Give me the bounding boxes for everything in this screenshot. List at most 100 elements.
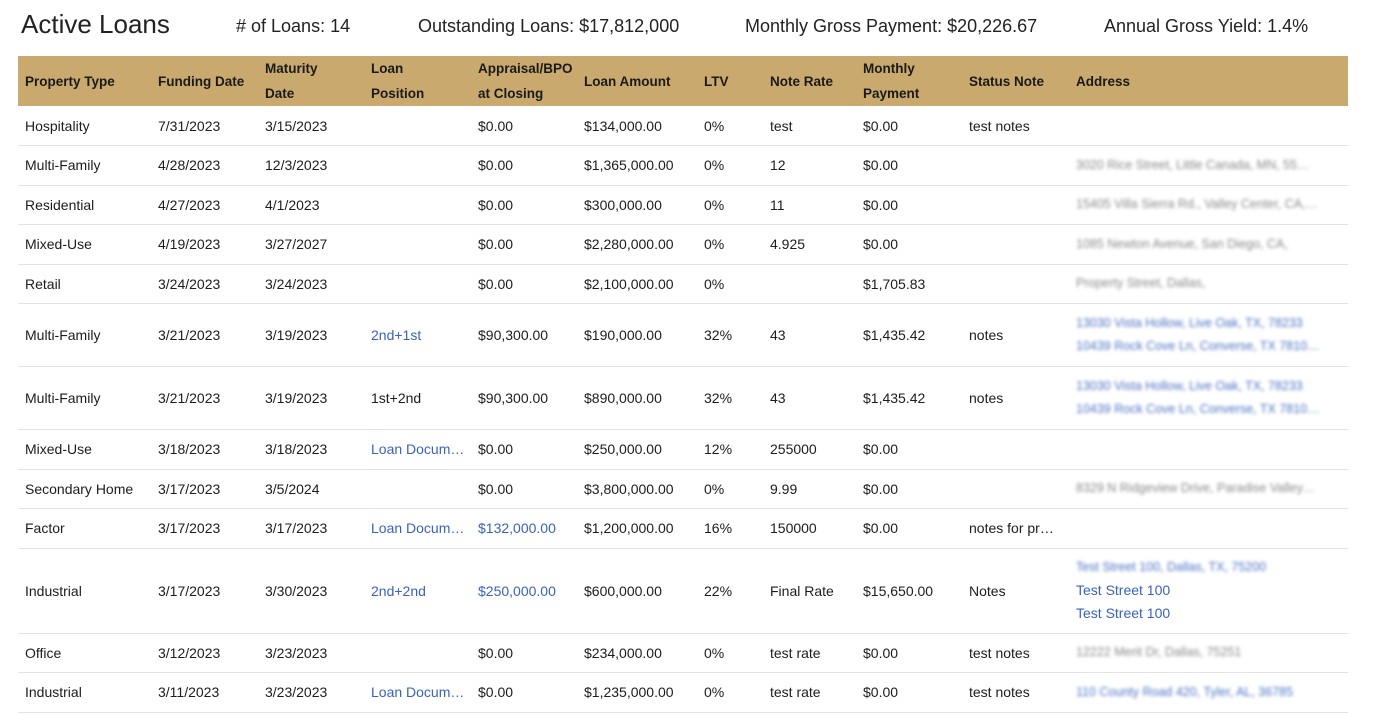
cell-ltv: 0%	[697, 224, 763, 265]
address-link[interactable]: Test Street 100, Dallas, TX, 75200	[1076, 560, 1267, 574]
column-header-loan-amount[interactable]: Loan Amount	[584, 73, 671, 89]
cell-maturity-date: 3/18/2023	[258, 429, 364, 470]
cell-appraisal: $0.00	[471, 224, 577, 265]
address-text: Property Street, Dallas,	[1076, 276, 1206, 291]
cell-appraisal: $0.00	[471, 264, 577, 304]
cell-funding-date: 3/24/2023	[151, 264, 258, 304]
loan-position-link[interactable]: 2nd+2nd	[364, 548, 471, 634]
table-header-row: Property Type Funding Date Maturity Date …	[18, 56, 1348, 106]
address-link[interactable]: 10439 Rock Cove Ln, Converse, TX 7810…	[1076, 402, 1320, 416]
cell-loan-amount: $250,000.00	[577, 429, 697, 470]
cell-maturity-date: 3/19/2023	[258, 366, 364, 430]
table-row[interactable]: Multi-Family 4/28/2023 12/3/2023 $0.00 $…	[18, 145, 1348, 186]
table-row[interactable]: Industrial 3/11/2023 3/23/2023 Loan Docu…	[18, 672, 1348, 713]
cell-monthly-payment: $0.00	[856, 145, 962, 186]
cell-monthly-payment: $0.00	[856, 469, 962, 509]
column-header-monthly-payment[interactable]: Monthly Payment	[863, 61, 920, 101]
cell-address: 13030 Vista Hollow, Live Oak, TX, 78233 …	[1069, 303, 1348, 367]
cell-ltv: 0%	[697, 633, 763, 673]
cell-note-rate: 4.925	[763, 224, 856, 265]
cell-monthly-payment: $0.00	[856, 429, 962, 470]
table-row[interactable]: Industrial 3/17/2023 3/30/2023 2nd+2nd $…	[18, 548, 1348, 634]
cell-property-type: Industrial	[18, 548, 151, 634]
cell-status-note: test notes	[962, 106, 1069, 146]
table-row[interactable]: Mixed-Use 4/19/2023 3/27/2027 $0.00 $2,2…	[18, 224, 1348, 265]
address-link[interactable]: Test Street 100	[1076, 582, 1171, 598]
table-row[interactable]: Office 3/12/2023 3/23/2023 $0.00 $234,00…	[18, 633, 1348, 673]
table-row[interactable]: Hospitality 7/31/2023 3/15/2023 $0.00 $1…	[18, 106, 1348, 146]
cell-address: 3020 Rice Street, Little Canada, MN, 55…	[1069, 145, 1348, 186]
cell-note-rate: 255000	[763, 429, 856, 470]
loan-documents-link[interactable]: Loan Docum…	[364, 429, 471, 470]
column-header-address[interactable]: Address	[1076, 73, 1131, 89]
cell-loan-amount: $2,100,000.00	[577, 264, 697, 304]
cell-appraisal: $90,300.00	[471, 303, 577, 367]
cell-status-note: Notes	[962, 548, 1069, 634]
cell-monthly-payment: $0.00	[856, 508, 962, 549]
table-row[interactable]: Mixed-Use 3/18/2023 3/18/2023 Loan Docum…	[18, 429, 1348, 470]
address-link[interactable]: 110 County Road 420, Tyler, AL, 36785	[1076, 684, 1294, 699]
cell-monthly-payment: $0.00	[856, 224, 962, 265]
column-header-maturity-date[interactable]: Maturity Date	[265, 61, 318, 101]
column-header-ltv[interactable]: LTV	[704, 73, 729, 89]
cell-monthly-payment: $1,435.42	[856, 303, 962, 367]
cell-maturity-date: 3/24/2023	[258, 264, 364, 304]
column-header-status-note[interactable]: Status Note	[969, 73, 1045, 89]
page-header: Active Loans # of Loans: 14 Outstanding …	[0, 0, 1384, 56]
column-header-appraisal[interactable]: Appraisal/BPO at Closing	[478, 61, 573, 101]
cell-monthly-payment: $0.00	[856, 185, 962, 225]
address-link[interactable]: Test Street 100	[1076, 605, 1171, 621]
loan-position-link[interactable]: 2nd+1st	[364, 303, 471, 367]
cell-appraisal: $0.00	[471, 106, 577, 146]
cell-note-rate: 9.99	[763, 469, 856, 509]
cell-address	[1069, 106, 1348, 146]
column-header-loan-position[interactable]: Loan Position	[371, 61, 425, 101]
cell-status-note	[962, 264, 1069, 304]
cell-note-rate: test	[763, 106, 856, 146]
cell-ltv: 32%	[697, 366, 763, 430]
table-row[interactable]: Multi-Family 3/21/2023 3/19/2023 2nd+1st…	[18, 303, 1348, 367]
cell-loan-position	[364, 469, 471, 509]
loan-documents-link[interactable]: Loan Docum…	[364, 672, 471, 713]
appraisal-link[interactable]: $132,000.00	[471, 508, 577, 549]
address-text: 15405 Villa Sierra Rd., Valley Center, C…	[1076, 197, 1319, 212]
address-link[interactable]: 13030 Vista Hollow, Live Oak, TX, 78233	[1076, 316, 1303, 330]
cell-appraisal: $0.00	[471, 672, 577, 713]
cell-funding-date: 3/21/2023	[151, 303, 258, 367]
cell-note-rate: 150000	[763, 508, 856, 549]
column-header-funding-date[interactable]: Funding Date	[158, 73, 245, 89]
cell-loan-amount: $234,000.00	[577, 633, 697, 673]
loan-documents-link[interactable]: Loan Docum…	[364, 508, 471, 549]
cell-property-type: Mixed-Use	[18, 429, 151, 470]
cell-appraisal: $0.00	[471, 429, 577, 470]
appraisal-link[interactable]: $250,000.00	[471, 548, 577, 634]
cell-loan-amount: $1,235,000.00	[577, 672, 697, 713]
cell-maturity-date: 3/27/2027	[258, 224, 364, 265]
cell-status-note	[962, 145, 1069, 186]
cell-appraisal: $0.00	[471, 633, 577, 673]
cell-loan-amount: $2,280,000.00	[577, 224, 697, 265]
address-link[interactable]: 13030 Vista Hollow, Live Oak, TX, 78233	[1076, 379, 1303, 393]
cell-loan-amount: $3,800,000.00	[577, 469, 697, 509]
cell-address: 1085 Newton Avenue, San Diego, CA,	[1069, 224, 1348, 265]
table-row[interactable]: Secondary Home 3/17/2023 3/5/2024 $0.00 …	[18, 469, 1348, 509]
cell-status-note: test notes	[962, 672, 1069, 713]
address-text: 3020 Rice Street, Little Canada, MN, 55…	[1076, 157, 1310, 172]
column-header-property-type[interactable]: Property Type	[25, 73, 115, 89]
table-row[interactable]: Residential 4/27/2023 4/1/2023 $0.00 $30…	[18, 185, 1348, 225]
cell-property-type: Industrial	[18, 672, 151, 713]
cell-monthly-payment: $0.00	[856, 672, 962, 713]
cell-note-rate: test rate	[763, 633, 856, 673]
cell-ltv: 32%	[697, 303, 763, 367]
table-row[interactable]: Multi-Family 3/21/2023 3/19/2023 1st+2nd…	[18, 366, 1348, 430]
cell-funding-date: 3/17/2023	[151, 469, 258, 509]
table-row[interactable]: Factor 3/17/2023 3/17/2023 Loan Docum… $…	[18, 508, 1348, 549]
cell-property-type: Retail	[18, 264, 151, 304]
cell-property-type: Multi-Family	[18, 303, 151, 367]
cell-loan-position	[364, 264, 471, 304]
table-row[interactable]: Retail 3/24/2023 3/24/2023 $0.00 $2,100,…	[18, 264, 1348, 304]
cell-ltv: 16%	[697, 508, 763, 549]
cell-loan-amount: $1,200,000.00	[577, 508, 697, 549]
column-header-note-rate[interactable]: Note Rate	[770, 73, 834, 89]
address-link[interactable]: 10439 Rock Cove Ln, Converse, TX 7810…	[1076, 339, 1320, 353]
